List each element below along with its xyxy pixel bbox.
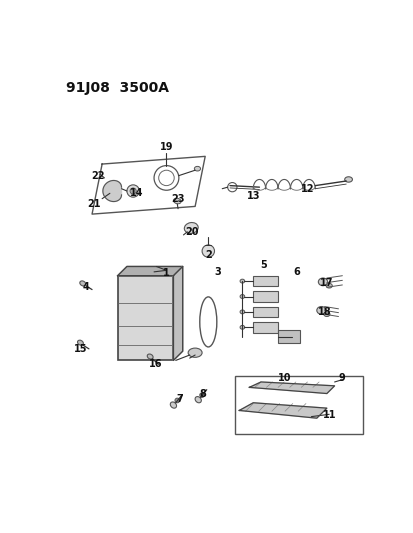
Text: 7: 7 xyxy=(176,394,183,404)
Bar xyxy=(253,306,278,317)
Polygon shape xyxy=(173,266,182,360)
Ellipse shape xyxy=(147,354,153,359)
Bar xyxy=(253,276,278,287)
Ellipse shape xyxy=(80,281,85,286)
Text: 1: 1 xyxy=(163,269,169,278)
Circle shape xyxy=(199,393,204,398)
Text: 2: 2 xyxy=(204,250,211,260)
Polygon shape xyxy=(103,181,121,201)
Text: 12: 12 xyxy=(300,184,313,195)
Text: 14: 14 xyxy=(130,188,143,198)
Circle shape xyxy=(127,185,139,197)
Text: 11: 11 xyxy=(322,410,335,420)
Text: 18: 18 xyxy=(317,307,330,317)
Ellipse shape xyxy=(188,348,202,357)
Bar xyxy=(117,276,173,360)
Ellipse shape xyxy=(194,166,200,171)
Ellipse shape xyxy=(240,295,244,298)
Text: 20: 20 xyxy=(185,227,198,237)
Ellipse shape xyxy=(77,340,83,345)
Circle shape xyxy=(175,398,179,403)
Text: 10: 10 xyxy=(277,373,290,383)
Bar xyxy=(253,322,278,333)
Ellipse shape xyxy=(318,278,327,286)
Ellipse shape xyxy=(195,397,201,403)
Text: 19: 19 xyxy=(159,142,173,152)
Text: 91J08  3500A: 91J08 3500A xyxy=(66,81,168,95)
Text: 23: 23 xyxy=(171,195,184,205)
Circle shape xyxy=(202,245,214,257)
Bar xyxy=(253,291,278,302)
Bar xyxy=(234,376,362,433)
Text: 22: 22 xyxy=(91,171,105,181)
Ellipse shape xyxy=(170,402,176,408)
Polygon shape xyxy=(249,382,334,393)
Text: 16: 16 xyxy=(149,359,162,369)
Text: 3: 3 xyxy=(214,267,221,277)
Ellipse shape xyxy=(323,312,329,317)
Ellipse shape xyxy=(240,310,244,314)
Ellipse shape xyxy=(240,279,244,283)
Circle shape xyxy=(130,188,136,194)
Text: 15: 15 xyxy=(74,344,87,354)
Text: 8: 8 xyxy=(199,389,206,399)
Ellipse shape xyxy=(325,284,332,288)
Text: 9: 9 xyxy=(338,373,345,383)
Polygon shape xyxy=(117,266,182,276)
Text: 5: 5 xyxy=(260,260,267,270)
Text: 4: 4 xyxy=(82,282,89,292)
Text: 21: 21 xyxy=(88,199,101,209)
Ellipse shape xyxy=(316,306,325,314)
Text: 13: 13 xyxy=(246,191,259,200)
Polygon shape xyxy=(239,403,326,418)
Ellipse shape xyxy=(184,222,198,233)
Ellipse shape xyxy=(344,177,351,182)
Text: 6: 6 xyxy=(292,267,299,277)
Ellipse shape xyxy=(240,325,244,329)
Bar xyxy=(278,329,299,343)
Ellipse shape xyxy=(173,198,180,204)
Text: 17: 17 xyxy=(319,278,333,288)
